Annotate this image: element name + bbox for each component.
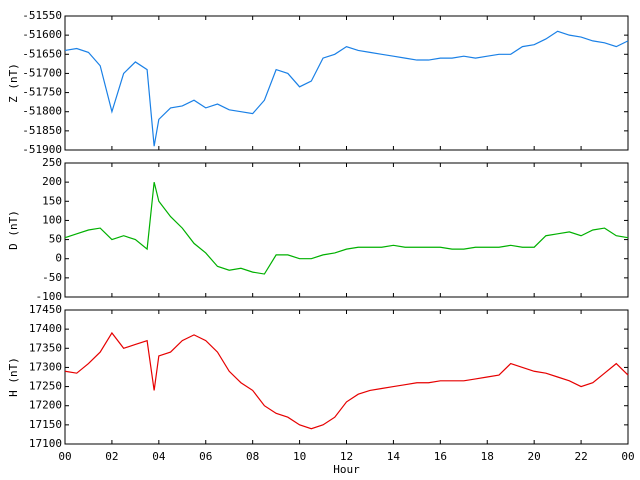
x-tick-label: 12 xyxy=(340,450,353,463)
data-line xyxy=(64,30,629,147)
y-tick-label: 200 xyxy=(42,175,62,188)
x-tick-label: 04 xyxy=(152,450,166,463)
y-tick-label: 50 xyxy=(49,233,62,246)
y-tick-label: 150 xyxy=(42,194,62,207)
y-tick-label: -100 xyxy=(36,290,63,303)
y-tick-label: 17100 xyxy=(29,437,62,450)
x-tick-label: 06 xyxy=(199,450,212,463)
y-axis-label: Z (nT) xyxy=(7,63,20,103)
y-tick-label: 250 xyxy=(42,156,62,169)
y-axis-label: H (nT) xyxy=(7,357,20,397)
y-tick-label: -51650 xyxy=(22,47,62,60)
x-tick-label: 16 xyxy=(434,450,447,463)
x-tick-label: 14 xyxy=(387,450,401,463)
y-tick-label: -51600 xyxy=(22,28,62,41)
x-tick-label: 02 xyxy=(105,450,118,463)
y-tick-label: -51750 xyxy=(22,86,62,99)
data-line xyxy=(64,331,629,430)
y-tick-label: -51800 xyxy=(22,105,62,118)
y-axis-label: D (nT) xyxy=(7,210,20,250)
y-tick-label: -51550 xyxy=(22,9,62,22)
x-tick-label: 00 xyxy=(58,450,71,463)
y-tick-label: 17250 xyxy=(29,380,62,393)
plot-frame xyxy=(64,309,629,445)
y-tick-label: -50 xyxy=(42,271,62,284)
plot-frame xyxy=(64,15,629,151)
y-tick-label: 17350 xyxy=(29,341,62,354)
y-tick-label: -51850 xyxy=(22,124,62,137)
x-tick-label: 00 xyxy=(621,450,634,463)
y-tick-label: 0 xyxy=(55,252,62,265)
y-tick-label: 100 xyxy=(42,213,62,226)
x-tick-label: 20 xyxy=(528,450,541,463)
y-tick-label: 17450 xyxy=(29,303,62,316)
y-tick-label: -51700 xyxy=(22,66,62,79)
data-line xyxy=(64,181,629,275)
y-tick-label: 17400 xyxy=(29,322,62,335)
x-tick-label: 08 xyxy=(246,450,259,463)
x-tick-label: 18 xyxy=(481,450,494,463)
x-axis-label: Hour xyxy=(333,463,360,476)
x-tick-label: 10 xyxy=(293,450,306,463)
y-tick-label: -51900 xyxy=(22,143,62,156)
y-tick-label: 17150 xyxy=(29,418,62,431)
y-tick-label: 17200 xyxy=(29,399,62,412)
y-tick-label: 17300 xyxy=(29,360,62,373)
x-tick-label: 22 xyxy=(574,450,587,463)
